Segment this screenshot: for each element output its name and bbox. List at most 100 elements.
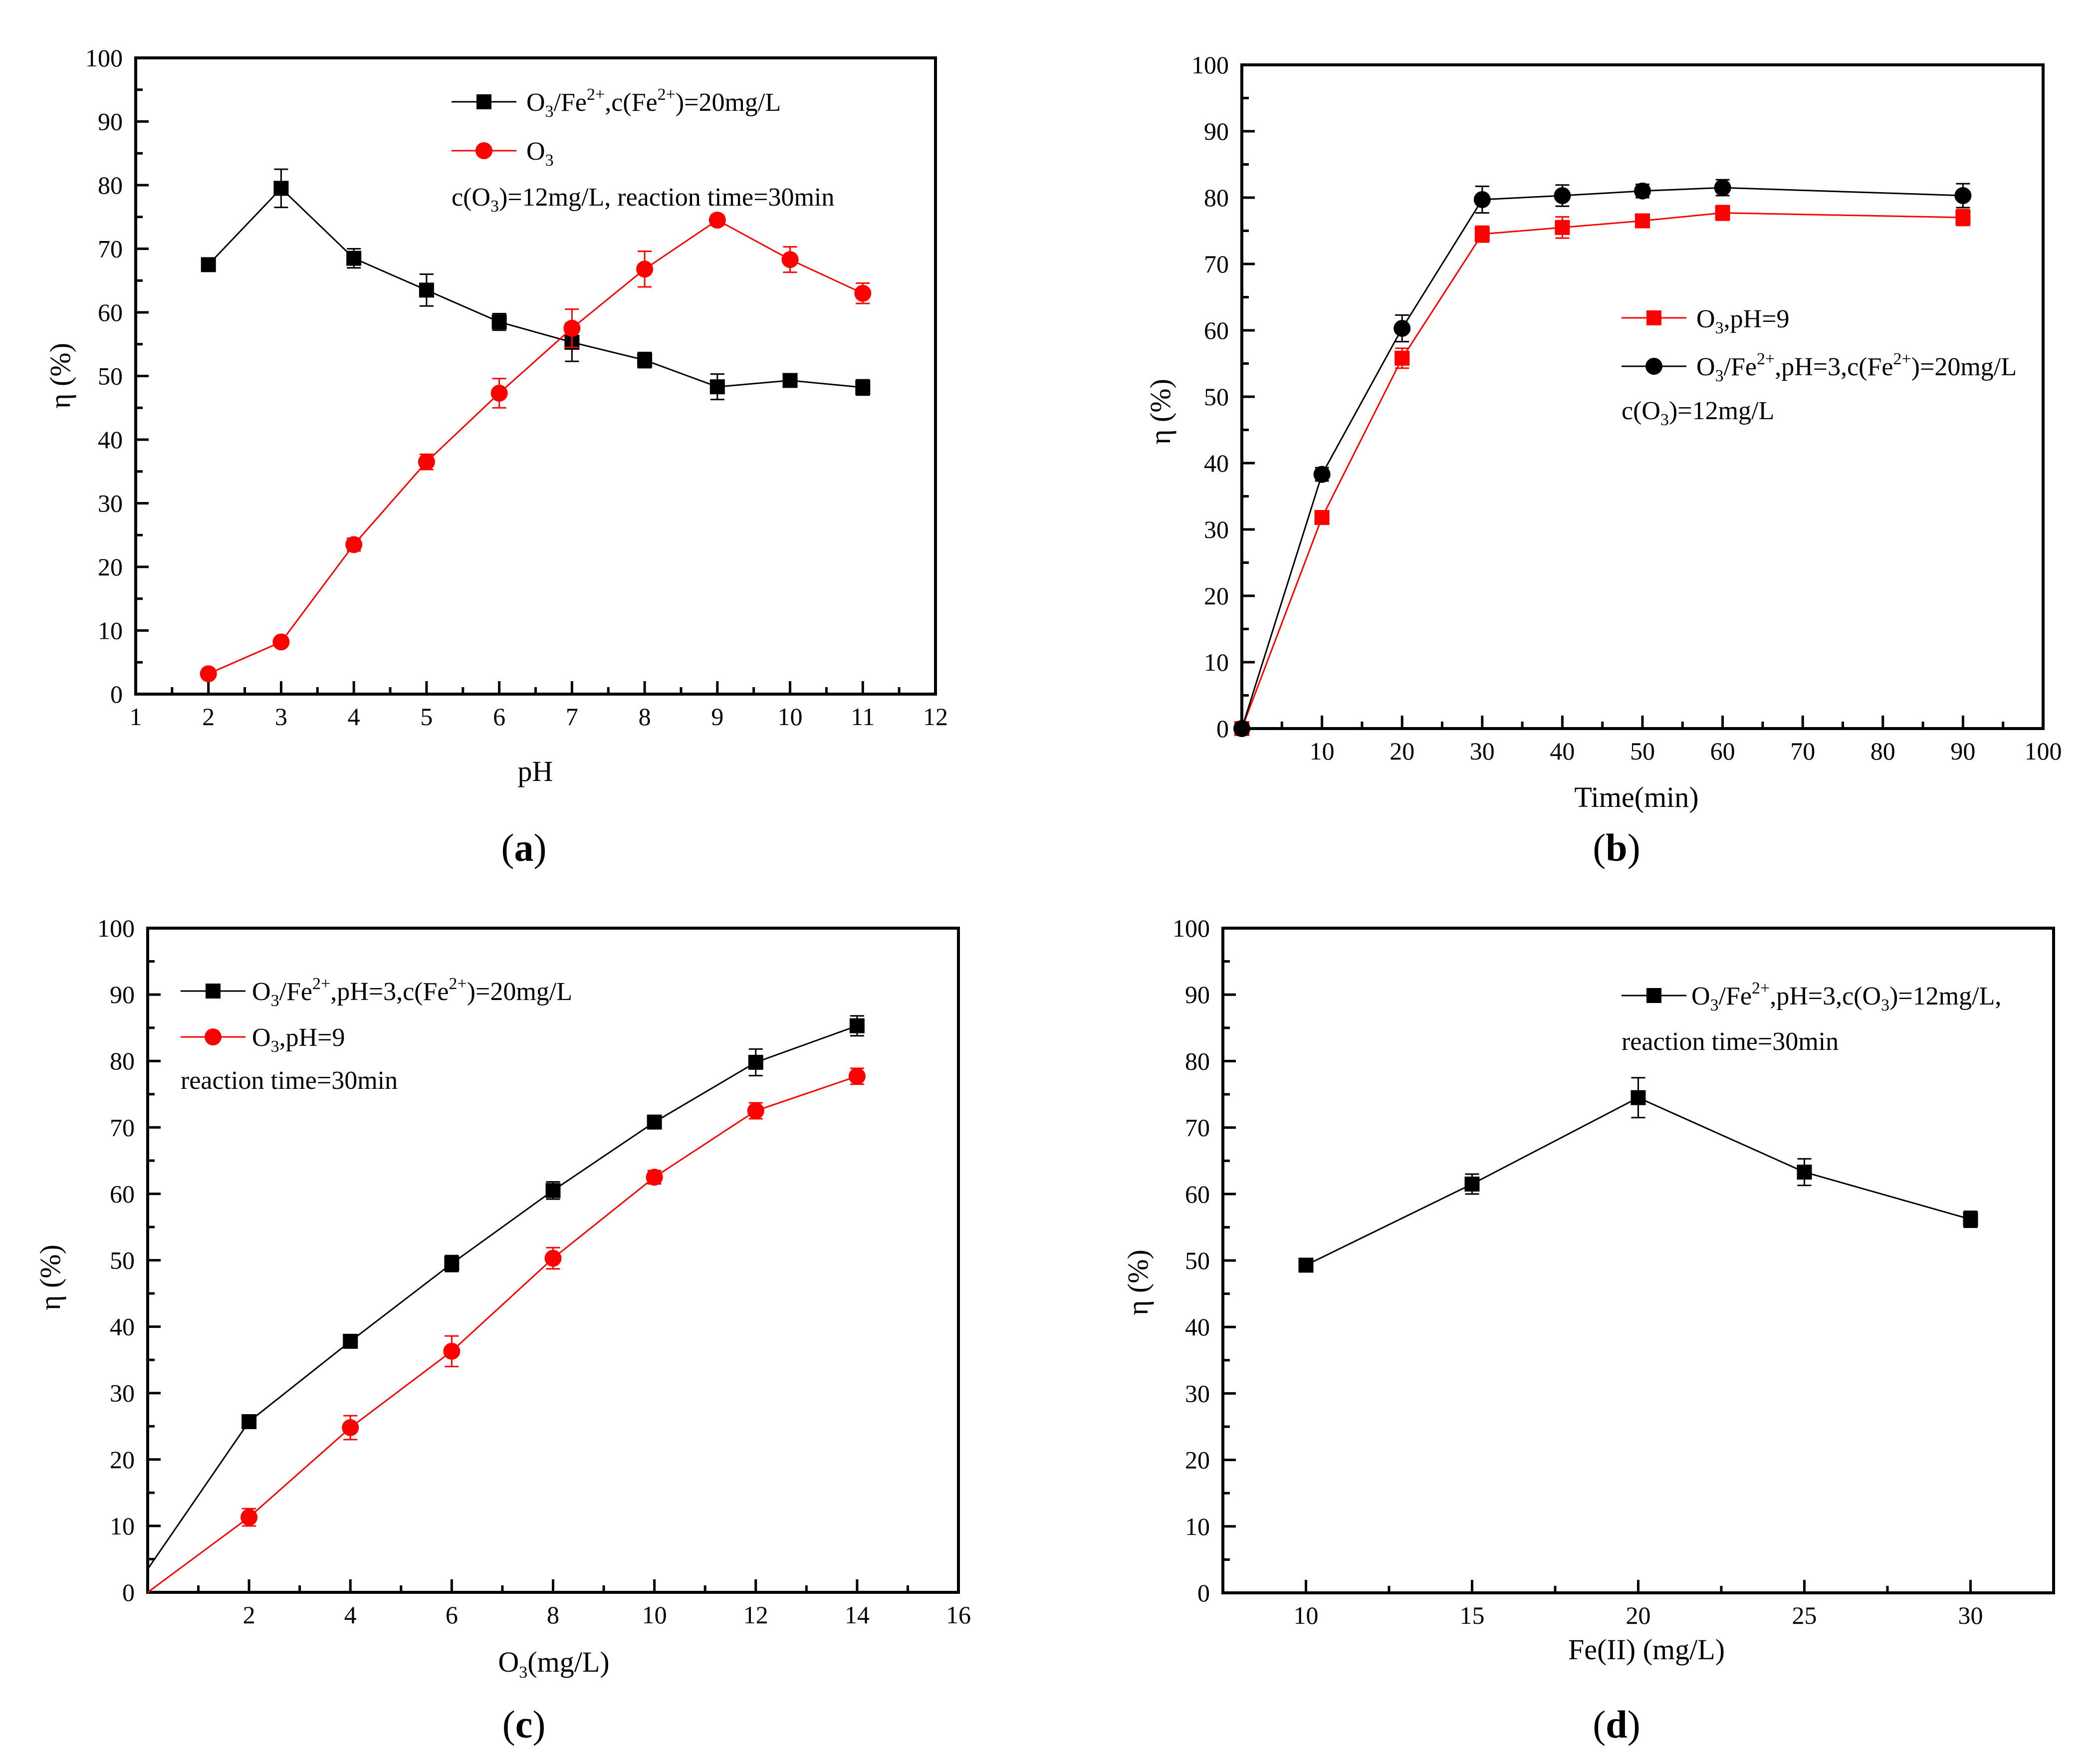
y-tick-label: 50 [1185, 1247, 1210, 1274]
chart-a-series [200, 168, 872, 683]
series-line [1241, 212, 1963, 729]
legend-entry-b-1: O3,pH=9 [1696, 305, 1789, 337]
data-point-square [1314, 510, 1330, 525]
x-tick-label: 1 [130, 703, 142, 731]
data-point-circle [747, 1102, 764, 1120]
y-tick-label: 30 [98, 490, 123, 517]
y-tick-label: 20 [1204, 582, 1229, 610]
legend-entry-c-1: O3/Fe2+,pH=3,c(Fe2+)=20mg/L [252, 975, 572, 1010]
data-point-circle [240, 1509, 258, 1526]
legend-entry-b-2: O3/Fe2+,pH=3,c(Fe2+)=20mg/L [1696, 350, 2017, 385]
x-tick-label: 90 [1950, 737, 1975, 765]
chart-b: 0 10 20 30 40 50 60 70 80 90 100 10 20 30 40 50 60 70 80 9… [1144, 51, 2062, 869]
y-tick-label: 20 [1185, 1446, 1210, 1474]
data-point-circle [200, 665, 217, 683]
y-tick-label: 80 [110, 1047, 135, 1075]
y-tick-label: 60 [1185, 1180, 1210, 1208]
y-tick-label: 50 [98, 362, 123, 390]
y-tick-label: 0 [1216, 715, 1229, 743]
data-point-circle [1473, 191, 1491, 208]
chart-a-y-axis: 0 10 20 30 40 50 60 70 80 90 100 [85, 44, 149, 708]
data-point-circle [1233, 720, 1250, 737]
chart-d-legend: O3/Fe2+,pH=3,c(O3)=12mg/L, reaction time… [1622, 979, 2001, 1056]
chart-d-y-axis: 0 10 20 30 40 50 60 70 80 90 100 [1172, 914, 1236, 1607]
chart-c-x-label: O3(mg/L) [498, 1646, 609, 1682]
x-tick-label: 20 [1390, 737, 1414, 765]
x-tick-label: 12 [743, 1601, 768, 1629]
chart-a-annotation: c(O3)=12mg/L, reaction time=30min [452, 183, 834, 216]
y-tick-label: 0 [122, 1578, 135, 1606]
data-point-circle [1394, 320, 1411, 337]
data-point-square [444, 1256, 460, 1271]
chart-a-x-label: pH [518, 755, 553, 787]
x-tick-label: 4 [348, 703, 360, 731]
chart-b-x-label: Time(min) [1574, 781, 1698, 813]
data-point-circle [544, 1250, 562, 1267]
y-tick-label: 90 [1185, 981, 1210, 1008]
y-tick-label: 30 [1204, 515, 1229, 543]
data-point-square [346, 251, 362, 266]
x-tick-label: 8 [639, 703, 651, 731]
series-line [147, 1075, 858, 1593]
panel-label-d: (d) [1593, 1703, 1640, 1746]
x-tick-label: 4 [344, 1601, 357, 1629]
chart-a-legend: O3/Fe2+,c(Fe2+)=20mg/L O3 c(O3)=12mg/L, … [452, 85, 834, 216]
data-point-circle [848, 1067, 866, 1085]
data-point-circle [342, 1419, 359, 1436]
x-tick-label: 10 [1310, 737, 1335, 765]
data-point-square [709, 379, 725, 395]
x-tick-label: 8 [547, 1601, 559, 1629]
x-tick-label: 12 [923, 703, 948, 731]
y-tick-label: 90 [1204, 117, 1229, 145]
data-point-square [1955, 210, 1971, 225]
chart-b-legend: O3,pH=9 O3/Fe2+,pH=3,c(Fe2+)=20mg/L c(O3… [1622, 305, 2017, 429]
x-tick-label: 10 [778, 703, 803, 731]
legend-square-marker [206, 984, 221, 999]
y-tick-label: 100 [1191, 51, 1229, 79]
data-point-square [1797, 1164, 1812, 1180]
x-tick-label: 6 [493, 703, 505, 731]
data-point-square [491, 314, 507, 330]
chart-c: 0 10 20 30 40 50 60 70 80 90 100 2 4 6 8 10 12 14 16 O3/F… [34, 914, 971, 1746]
y-tick-label: 10 [98, 617, 123, 645]
x-tick-label: 50 [1630, 737, 1655, 765]
data-point-circle [1634, 182, 1651, 200]
y-tick-label: 60 [98, 298, 123, 326]
legend-entry-d-1: O3/Fe2+,pH=3,c(O3)=12mg/L, [1691, 979, 2001, 1014]
y-tick-label: 80 [98, 171, 123, 199]
data-point-circle [1313, 466, 1331, 483]
legend-square-marker [476, 94, 491, 109]
data-point-square [1298, 1258, 1314, 1273]
x-tick-label: 60 [1710, 737, 1735, 765]
legend-square-marker [1646, 310, 1661, 325]
series-line [1241, 187, 1963, 729]
y-tick-label: 90 [110, 981, 135, 1008]
y-tick-label: 40 [110, 1313, 135, 1341]
x-tick-label: 16 [946, 1601, 971, 1629]
x-tick-label: 20 [1626, 1601, 1651, 1629]
data-point-square [545, 1183, 561, 1198]
legend-entry-a-1: O3/Fe2+,c(Fe2+)=20mg/L [526, 85, 781, 121]
panel-label-b: (b) [1593, 826, 1640, 869]
data-point-circle [490, 384, 508, 402]
data-point-circle [272, 633, 290, 651]
data-point-circle [443, 1342, 461, 1360]
y-tick-label: 100 [97, 914, 135, 942]
data-point-circle [418, 453, 435, 471]
data-point-square [647, 1114, 662, 1130]
y-tick-label: 100 [85, 44, 123, 72]
y-tick-label: 10 [1185, 1512, 1210, 1540]
legend-circle-marker [1645, 358, 1662, 375]
x-tick-label: 100 [2025, 737, 2062, 765]
data-point-circle [1554, 187, 1571, 205]
y-tick-label: 80 [1204, 184, 1229, 212]
chart-c-legend: O3/Fe2+,pH=3,c(Fe2+)=20mg/L O3,pH=9 reac… [181, 975, 572, 1095]
chart-b-y-axis: 0 10 20 30 40 50 60 70 80 90 100 [1191, 51, 1255, 743]
chart-b-y-label: η (%) [1144, 379, 1176, 445]
chart-c-annotation: reaction time=30min [181, 1066, 398, 1095]
data-point-square [419, 282, 434, 298]
series-line [147, 1025, 858, 1570]
x-tick-label: 7 [566, 703, 578, 731]
